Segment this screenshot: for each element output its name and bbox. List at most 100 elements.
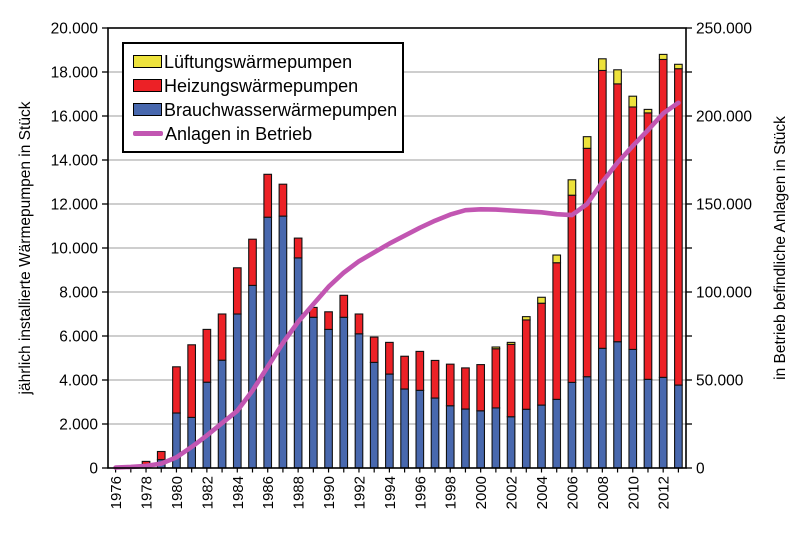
- bar-segment-2013-lüftungswärmepumpen: [674, 63, 683, 70]
- left-axis-tick-label: 4.000: [59, 373, 98, 390]
- bar-segment-2009-lüftungswärmepumpen: [613, 69, 622, 85]
- x-axis-tick-label: 2008: [595, 476, 612, 509]
- bar-segment-2011-brauchwasserwärmepumpen: [643, 378, 653, 469]
- operating-systems-line: [113, 100, 681, 470]
- legend-swatch-brauchwasserwaermepumpen-box-icon: [133, 103, 162, 116]
- left-axis-tick-label: 18.000: [51, 65, 99, 82]
- left-axis-tick-label: 20.000: [51, 21, 99, 38]
- bar-segment-1984-heizungswärmepumpen: [232, 267, 242, 315]
- bar-segment-2005-lüftungswärmepumpen: [552, 254, 562, 264]
- bar-segment-2013-brauchwasserwärmepumpen: [674, 384, 683, 469]
- right-axis-tick-label: 250.000: [696, 21, 752, 38]
- bar-segment-2007-heizungswärmepumpen: [582, 147, 592, 378]
- left-axis-tick-label: 14.000: [51, 153, 99, 170]
- plot-border: [107, 27, 687, 469]
- legend-swatch-lueftungswaermepumpen-box-icon: [133, 55, 162, 68]
- x-axis-tick-label: 2002: [504, 476, 521, 509]
- bar-segment-1996-heizungswärmepumpen: [415, 350, 425, 391]
- bar-segment-2002-heizungswärmepumpen: [506, 343, 516, 418]
- bar-segment-2006-heizungswärmepumpen: [567, 194, 577, 383]
- bar-segment-2012-brauchwasserwärmepumpen: [658, 376, 668, 469]
- bar-segment-2011-heizungswärmepumpen: [643, 112, 653, 380]
- bar-segment-1994-heizungswärmepumpen: [385, 341, 394, 375]
- bar-segment-1992-heizungswärmepumpen: [354, 313, 364, 335]
- bar-segment-1991-brauchwasserwärmepumpen: [339, 316, 349, 469]
- bar-segment-2008-brauchwasserwärmepumpen: [597, 347, 607, 469]
- x-axis-tick-label: 2006: [564, 476, 581, 509]
- bar-segment-1993-heizungswärmepumpen: [369, 336, 379, 363]
- bar-segment-2001-heizungswärmepumpen: [491, 348, 501, 409]
- legend-item-heizungswaermepumpen: Heizungswärmepumpen: [133, 76, 398, 95]
- bar-segment-1999-brauchwasserwärmepumpen: [461, 408, 470, 469]
- legend-swatch-heizungswaermepumpen-box-icon: [133, 79, 162, 92]
- bar-segment-1979-heizungswärmepumpen: [156, 450, 166, 461]
- x-axis-tick-label: 2004: [534, 476, 551, 509]
- x-axis-tick-label: 1984: [230, 476, 247, 509]
- bar-segment-1980-heizungswärmepumpen: [172, 366, 181, 414]
- legend-label-lueftungswaermepumpen: Lüftungswärmepumpen: [164, 51, 353, 72]
- x-axis-tick-label: 1976: [108, 476, 125, 509]
- bar-segment-2010-lüftungswärmepumpen: [628, 95, 638, 108]
- chart-legend: Lüftungswärmepumpen Heizungswärmepumpen Br…: [122, 42, 404, 153]
- bar-segment-1991-heizungswärmepumpen: [339, 294, 349, 318]
- x-axis-tick-label: 2012: [656, 476, 673, 509]
- bar-segment-2004-heizungswärmepumpen: [537, 302, 546, 406]
- bar-segment-2011-lüftungswärmepumpen: [643, 108, 653, 114]
- legend-label-anlagen-in-betrieb: Anlagen in Betrieb: [165, 123, 313, 144]
- bar-segment-2012-lüftungswärmepumpen: [658, 53, 668, 61]
- bar-segment-2003-heizungswärmepumpen: [521, 319, 531, 410]
- bar-segment-2008-lüftungswärmepumpen: [597, 58, 607, 72]
- x-axis-tick-label: 1982: [199, 476, 216, 509]
- x-axis-tick-label: 1998: [443, 476, 460, 509]
- bar-segment-1998-heizungswärmepumpen: [445, 363, 455, 407]
- bar-segment-2003-lüftungswärmepumpen: [521, 316, 531, 321]
- bar-segment-2000-brauchwasserwärmepumpen: [476, 410, 486, 469]
- bar-segment-1988-heizungswärmepumpen: [293, 237, 303, 259]
- bar-segment-1990-brauchwasserwärmepumpen: [324, 328, 333, 469]
- bar-segment-1996-brauchwasserwärmepumpen: [415, 389, 425, 469]
- bar-segment-2000-heizungswärmepumpen: [476, 364, 486, 412]
- left-axis-tick-label: 0: [89, 461, 98, 478]
- bar-segment-2004-lüftungswärmepumpen: [537, 296, 546, 304]
- x-axis-tick-label: 1980: [169, 476, 186, 509]
- bar-segment-2006-lüftungswärmepumpen: [567, 179, 577, 196]
- x-axis-tick-label: 1988: [291, 476, 308, 509]
- bar-segment-1992-brauchwasserwärmepumpen: [354, 333, 364, 469]
- legend-swatch-anlagen-in-betrieb-line-icon: [133, 131, 163, 136]
- bar-segment-1984-brauchwasserwärmepumpen: [232, 313, 242, 469]
- bar-segment-2002-lüftungswärmepumpen: [506, 341, 516, 345]
- x-axis-tick-label: 1978: [139, 476, 156, 509]
- right-axis-tick-label: 50.000: [696, 373, 744, 390]
- bar-segment-1986-heizungswärmepumpen: [263, 173, 273, 218]
- bar-segment-2001-brauchwasserwärmepumpen: [491, 407, 501, 469]
- legend-item-brauchwasserwaermepumpen: Brauchwasserwärmepumpen: [133, 100, 398, 119]
- bar-segment-1989-brauchwasserwärmepumpen: [308, 316, 318, 469]
- bar-segment-2006-brauchwasserwärmepumpen: [567, 381, 577, 469]
- x-axis-tick-label: 1994: [382, 476, 399, 509]
- x-axis-tick-label: 1996: [412, 476, 429, 509]
- bar-segment-2007-brauchwasserwärmepumpen: [582, 376, 592, 469]
- bar-segment-1987-heizungswärmepumpen: [278, 183, 288, 217]
- bar-segment-1985-brauchwasserwärmepumpen: [248, 284, 257, 469]
- bar-segment-2002-brauchwasserwärmepumpen: [506, 416, 516, 469]
- bar-segment-1995-brauchwasserwärmepumpen: [400, 388, 409, 469]
- left-axis-tick-label: 12.000: [51, 197, 99, 214]
- bar-segment-2008-heizungswärmepumpen: [597, 69, 607, 349]
- bar-segment-2007-lüftungswärmepumpen: [582, 136, 592, 149]
- right-axis-tick-label: 200.000: [696, 109, 752, 126]
- bar-segment-2012-heizungswärmepumpen: [658, 58, 668, 378]
- bar-segment-2001-lüftungswärmepumpen: [491, 346, 501, 350]
- bar-segment-1988-brauchwasserwärmepumpen: [293, 257, 303, 469]
- bar-segment-1998-brauchwasserwärmepumpen: [445, 405, 455, 469]
- x-axis-tick-label: 2010: [625, 476, 642, 509]
- left-axis-title: jährlich installierte Wärmepumpen in Stü…: [17, 101, 34, 395]
- bar-segment-1981-heizungswärmepumpen: [187, 344, 197, 418]
- right-axis-tick-label: 150.000: [696, 197, 752, 214]
- bar-segment-1993-brauchwasserwärmepumpen: [369, 361, 379, 469]
- bar-segment-1994-brauchwasserwärmepumpen: [385, 373, 394, 469]
- bar-segment-2009-heizungswärmepumpen: [613, 83, 622, 343]
- legend-item-lueftungswaermepumpen: Lüftungswärmepumpen: [133, 52, 398, 71]
- left-axis-tick-label: 2.000: [59, 417, 98, 434]
